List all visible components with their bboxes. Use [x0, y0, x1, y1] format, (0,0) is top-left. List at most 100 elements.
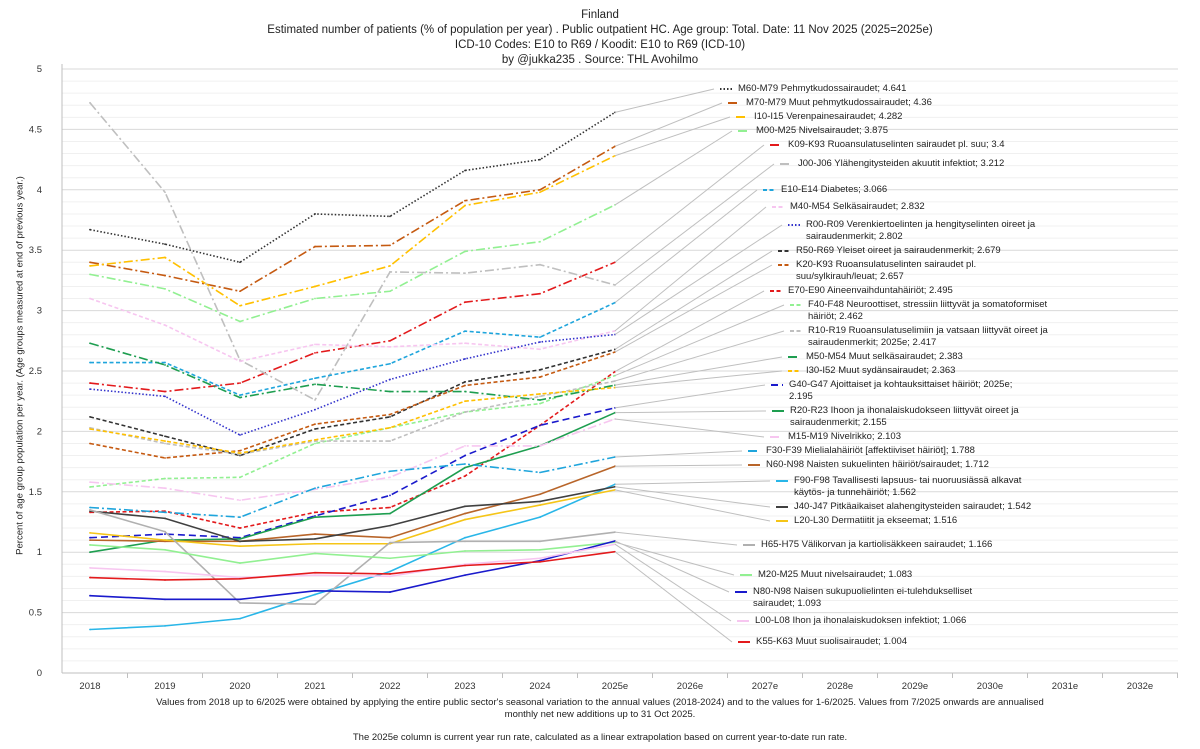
data-point [464, 444, 466, 447]
data-point [239, 396, 241, 399]
data-point [464, 330, 466, 333]
data-point [539, 500, 541, 503]
data-point [464, 536, 466, 539]
leader-line [614, 480, 771, 485]
data-point [389, 476, 391, 479]
data-point [314, 285, 316, 288]
y-axis-label: Percent of age group population per year… [14, 176, 26, 555]
data-point [239, 516, 241, 519]
series-line [89, 509, 616, 605]
data-point [539, 504, 541, 506]
data-point [89, 265, 91, 267]
data-point [239, 449, 241, 452]
leader-line [614, 543, 732, 622]
data-point [464, 384, 466, 387]
y-tick-label: 1 [37, 547, 42, 558]
data-point [539, 393, 541, 395]
data-point [89, 486, 91, 488]
data-point [539, 292, 541, 295]
leader-line [614, 144, 765, 263]
series-line [89, 204, 616, 323]
legend-entry: I30-I52 Muut sydänsairaudet; 2.363 [806, 365, 956, 376]
series-line [89, 543, 616, 579]
series-line [89, 541, 616, 564]
chart-codes: ICD-10 Codes: E10 to R69 / Koodit: E10 t… [454, 39, 746, 51]
data-point [164, 579, 166, 581]
data-point [89, 297, 91, 300]
data-point [389, 506, 391, 509]
data-point [464, 518, 466, 521]
data-point [389, 541, 391, 544]
data-point [89, 506, 91, 509]
data-point [464, 342, 466, 345]
x-tick-label: 2022 [379, 681, 400, 692]
leader-line [614, 189, 758, 304]
data-point [314, 383, 316, 386]
legend-entry: F40-F48 Neuroottiset, stressiin liittyvä… [808, 299, 1048, 322]
data-point [389, 591, 391, 593]
data-point [239, 545, 241, 548]
x-tick-label: 2019 [154, 681, 175, 692]
data-point [89, 576, 91, 579]
data-point [389, 416, 391, 418]
data-point [164, 487, 166, 490]
data-point [164, 274, 166, 277]
leader-line [614, 464, 743, 467]
leader-line [614, 489, 771, 522]
data-point [164, 256, 166, 259]
x-tick-label: 2027e [752, 681, 778, 692]
legend-entry: F30-F39 Mielialahäiriöt [affektiiviset h… [766, 445, 975, 456]
data-point [464, 505, 466, 508]
legend-entry: L00-L08 Ihon ja ihonalaiskudoksen infekt… [755, 615, 967, 626]
leader-line [614, 551, 733, 643]
y-tick-label: 4 [37, 185, 42, 196]
data-point [314, 423, 316, 426]
data-point [314, 542, 316, 545]
data-point [464, 512, 466, 515]
data-point [314, 343, 316, 346]
series-line [89, 155, 616, 307]
leader-line [614, 250, 773, 350]
data-point [539, 188, 541, 191]
data-point [389, 215, 391, 218]
series-line [89, 351, 616, 459]
legend-entry: M40-M54 Selkäsairaudet; 2.832 [790, 201, 925, 212]
data-point [89, 628, 91, 631]
data-point [164, 364, 166, 366]
data-point [239, 577, 241, 580]
data-point [314, 442, 316, 445]
data-point [314, 408, 316, 411]
data-point [239, 476, 241, 479]
legend-entry: L20-L30 Dermatiitit ja ekseemat; 1.516 [794, 515, 958, 526]
data-point [89, 261, 91, 264]
data-point [539, 444, 541, 447]
data-point [464, 411, 466, 413]
legend-entry: M50-M54 Muut selkäsairaudet; 2.383 [806, 351, 963, 362]
x-tick-label: 2026e [677, 681, 703, 692]
y-tick-label: 1.5 [29, 487, 42, 498]
data-point [539, 395, 541, 398]
series-line [90, 301, 616, 396]
data-point [314, 377, 316, 380]
data-point [164, 361, 166, 364]
data-point [239, 499, 241, 502]
data-point [389, 470, 391, 473]
data-point [314, 297, 316, 300]
data-point [239, 304, 241, 307]
data-point [539, 368, 541, 371]
legend-entry: R50-R69 Yleiset oireet ja sairaudenmerki… [796, 245, 1001, 256]
data-point [539, 158, 541, 161]
legend-entry: G40-G47 Ajoittaiset ja kohtauksittaiset … [789, 379, 1013, 402]
data-point [539, 341, 541, 343]
data-point [389, 570, 391, 573]
data-point [464, 574, 466, 577]
data-point [314, 538, 316, 540]
data-point [539, 471, 541, 474]
series-line [89, 370, 616, 529]
data-point [539, 376, 541, 378]
x-tick-label: 2018 [79, 681, 100, 692]
data-point [89, 101, 91, 104]
y-tick-label: 2 [37, 426, 42, 437]
data-point [539, 424, 541, 427]
series-line [89, 102, 616, 402]
